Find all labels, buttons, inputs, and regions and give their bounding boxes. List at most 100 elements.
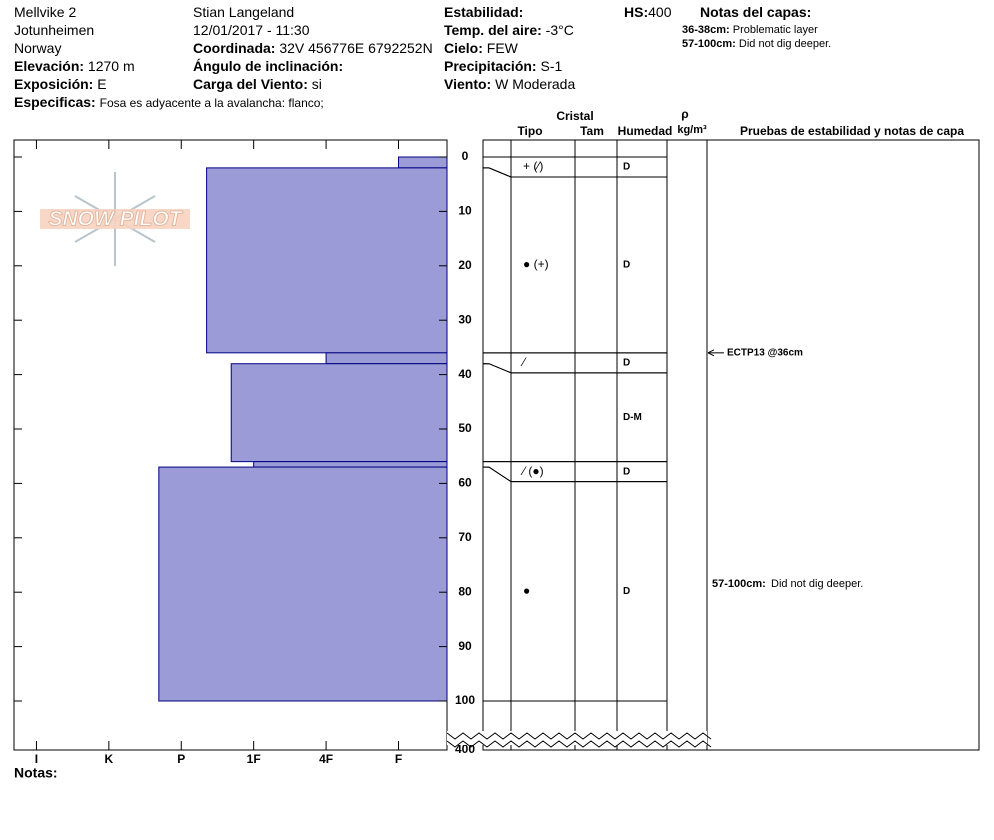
value: 1270 m (87, 58, 135, 74)
x-tick-label: F (395, 752, 402, 766)
column-header: Tam (580, 124, 604, 138)
connector (483, 167, 512, 178)
field: Coordinada: 32V 456776E 6792252N (193, 39, 433, 57)
value: FEW (486, 40, 518, 56)
note-text: Did not dig deeper. (738, 38, 832, 50)
label: Viento: (444, 76, 492, 92)
y-tick-label: 20 (458, 258, 472, 272)
label: Notas del capas: (700, 4, 812, 20)
moisture: D (623, 466, 630, 477)
moisture: D-M (623, 412, 642, 423)
site: Mellvike 2 (14, 4, 77, 20)
y-tick-label: 0 (462, 149, 469, 163)
label: Coordinada: (193, 40, 276, 56)
field: Estabilidad: (444, 3, 575, 21)
column-header: Pruebas de estabilidad y notas de capa (740, 124, 964, 138)
label: HS: (624, 4, 649, 20)
crystal: + (⁄) (523, 159, 543, 173)
field: Cielo: FEW (444, 39, 575, 57)
label: Elevación: (14, 58, 85, 74)
x-tick-label: I (35, 752, 38, 766)
crystal: ● (523, 583, 530, 597)
y-tick-label: 40 (458, 367, 472, 381)
layer-bar (397, 156, 448, 169)
y-tick-label: 80 (458, 584, 472, 598)
note: 36-38cm: Problematic layer (682, 23, 831, 37)
label: Carga del Viento: (193, 76, 308, 92)
field: Elevación: 1270 m (14, 57, 324, 75)
value: 32V 456776E 6792252N (279, 40, 433, 56)
note-range: 57-100cm: (682, 38, 736, 50)
y-tick-label: 50 (458, 421, 472, 435)
field: Ángulo de inclinación: (193, 57, 433, 75)
layer-bar (206, 167, 448, 354)
layer-bar (230, 363, 448, 463)
label: Precipitación: (444, 58, 537, 74)
moisture: D (623, 162, 630, 173)
note: 57-100cm: Did not dig deeper. (682, 37, 831, 51)
x-tick-label: 1F (247, 752, 261, 766)
column-header: Humedad (618, 124, 673, 138)
x-tick-label: K (105, 752, 114, 766)
field: Especificas: Fosa es adyacente a la aval… (14, 93, 324, 112)
moisture: D (623, 260, 630, 271)
x-tick-label: 4F (319, 752, 333, 766)
notes-label: Notas: (14, 765, 58, 781)
layer-bar (325, 352, 448, 365)
value: E (97, 76, 107, 92)
axis-break (446, 732, 712, 740)
moisture: D (623, 357, 630, 368)
y-tick-label: 90 (458, 639, 472, 653)
moisture: D (623, 586, 630, 597)
range: Jotunheimen (14, 22, 95, 38)
label: Temp. del aire: (444, 22, 542, 38)
field: Viento: W Moderada (444, 75, 575, 93)
value: W Moderada (495, 76, 576, 92)
y-tick-label: 10 (458, 204, 472, 218)
header-col3: Estabilidad: Temp. del aire: -3°C Cielo:… (444, 3, 575, 93)
field: Exposición: E (14, 75, 324, 93)
layer-note: Did not dig deeper. (771, 578, 863, 590)
observer: Stian Langeland (193, 4, 295, 20)
y-tick-label: 30 (458, 312, 472, 326)
value: Fosa es adyacente a la avalancha: flanco… (99, 96, 324, 110)
field: Temp. del aire: -3°C (444, 21, 575, 39)
field: Carga del Viento: si (193, 75, 433, 93)
layer-bar (253, 461, 448, 468)
field: Precipitación: S-1 (444, 57, 575, 75)
label: Estabilidad: (444, 4, 524, 20)
layer-bar (158, 466, 448, 702)
y-tick-label: 60 (458, 476, 472, 490)
crystal: ⁄ (520, 355, 527, 369)
datetime: 12/01/2017 - 11:30 (193, 22, 310, 38)
y-tick-label: 70 (458, 530, 472, 544)
x-tick-label: P (177, 752, 185, 766)
notes: 36-38cm: Problematic layer 57-100cm: Did… (682, 23, 831, 51)
note-text: Problematic layer (732, 24, 818, 36)
note-range: 36-38cm: (682, 24, 730, 36)
hs: HS:400 (624, 3, 671, 21)
column-header: ρ (681, 107, 688, 121)
label: Ángulo de inclinación: (193, 58, 344, 74)
notes-title: Notas del capas: (700, 3, 811, 21)
value: S-1 (540, 58, 563, 74)
value: si (311, 76, 322, 92)
label: Especificas: (14, 94, 96, 110)
connector (483, 466, 512, 483)
y-tick-label: 100 (455, 693, 475, 707)
header-col1: Mellvike 2 Jotunheimen Norway Elevación:… (14, 3, 324, 112)
crystal: ● (+) (523, 257, 549, 271)
layer-note-range: 57-100cm: (712, 578, 766, 590)
header-col2: Stian Langeland 12/01/2017 - 11:30 Coord… (193, 3, 433, 93)
table-frame (482, 139, 980, 751)
crystal: ⁄ (●) (520, 464, 544, 478)
column-header: kg/m³ (677, 124, 707, 136)
axis-break (446, 740, 712, 748)
connector (483, 363, 512, 374)
value: -3°C (545, 22, 574, 38)
test-arrowhead (707, 349, 715, 357)
y-tick-label: 400 (455, 742, 475, 756)
logo: SNOW PILOT (49, 208, 184, 231)
